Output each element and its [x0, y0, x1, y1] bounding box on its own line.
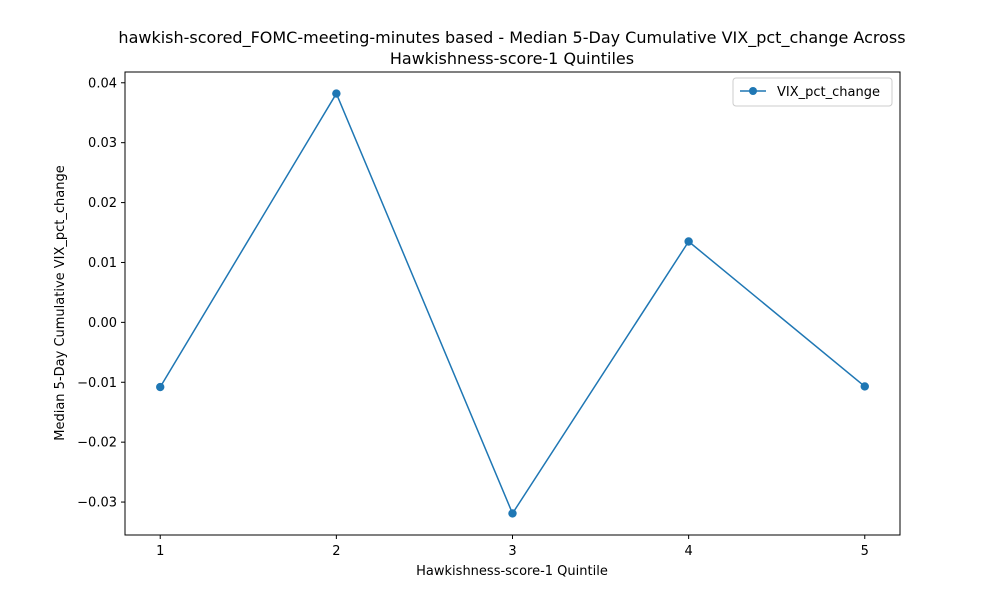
x-axis-label: Hawkishness-score-1 Quintile [416, 564, 608, 579]
series-layer [156, 89, 869, 518]
x-axis-ticks: 1 2 3 4 5 [156, 535, 869, 559]
legend: VIX_pct_change [732, 77, 893, 107]
chart-title-line2: Hawkishness-score-1 Quintiles [390, 49, 634, 68]
y-tick-label: 0.00 [88, 316, 117, 331]
legend-label-vix-pct-change: VIX_pct_change [777, 85, 880, 100]
y-tick-label: 0.02 [88, 196, 117, 211]
plot-area: −0.03 −0.02 −0.01 0.00 0.01 0.02 0.03 0.04 1 2 3 4… [77, 71, 901, 559]
y-tick-label: 0.03 [88, 136, 117, 151]
y-tick-label: −0.02 [77, 436, 117, 451]
data-point [332, 89, 341, 98]
y-tick-label: −0.01 [77, 376, 117, 391]
y-tick-label: 0.04 [88, 76, 117, 91]
legend-box [732, 77, 893, 107]
data-point [684, 237, 693, 246]
x-tick-label: 1 [156, 544, 164, 559]
chart-title-line1: hawkish-scored_FOMC-meeting-minutes base… [118, 28, 905, 48]
x-tick-label: 3 [508, 544, 516, 559]
x-tick-label: 5 [861, 544, 869, 559]
y-axis-ticks: −0.03 −0.02 −0.01 0.00 0.01 0.02 0.03 0.04 [77, 76, 125, 511]
data-point [860, 382, 869, 391]
y-tick-label: 0.01 [88, 256, 117, 271]
y-axis-label: Median 5-Day Cumulative VIX_pct_change [53, 165, 68, 440]
plot-frame [124, 71, 901, 536]
data-point [156, 382, 165, 392]
y-tick-label: −0.03 [77, 496, 117, 511]
x-tick-label: 2 [332, 544, 340, 559]
data-point [508, 509, 517, 518]
legend-marker-swatch [749, 87, 757, 95]
x-tick-label: 4 [684, 544, 692, 559]
